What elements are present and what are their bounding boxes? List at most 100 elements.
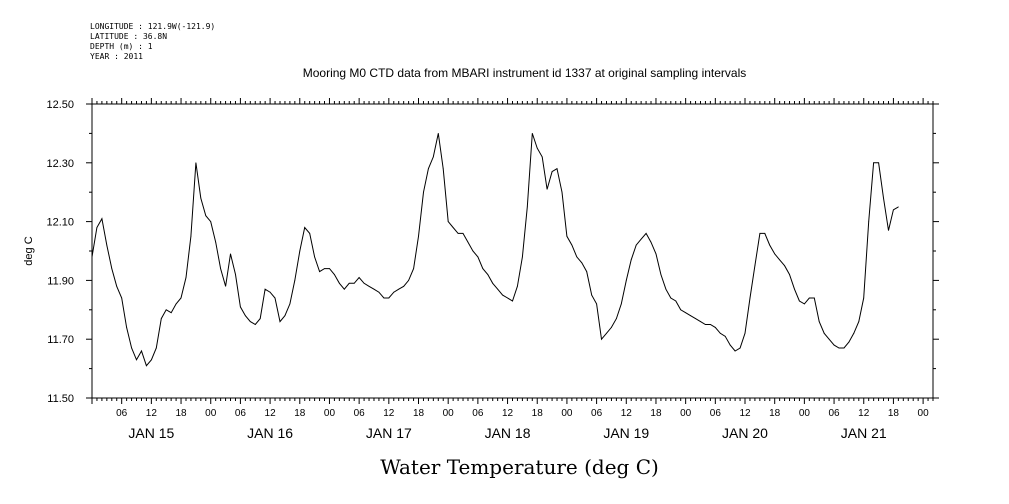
- data-point: [442, 168, 444, 170]
- data-point: [136, 359, 137, 361]
- data-point: [150, 359, 152, 361]
- x-day-label: JAN 15: [128, 425, 174, 441]
- data-point: [215, 241, 217, 243]
- data-point: [116, 285, 118, 287]
- data-point: [106, 244, 108, 246]
- data-point: [180, 297, 182, 299]
- depth-text: DEPTH (m) : 1: [90, 42, 153, 51]
- data-point: [299, 250, 301, 252]
- data-point: [655, 253, 657, 255]
- data-point: [650, 241, 652, 243]
- x-hour-label: 12: [739, 408, 751, 419]
- data-point: [606, 332, 607, 334]
- data-point: [561, 191, 563, 193]
- data-point: [210, 221, 212, 223]
- data-point: [353, 282, 355, 284]
- x-day-label: JAN 21: [841, 425, 887, 441]
- y-axis-title: deg C: [23, 236, 35, 265]
- data-point: [581, 262, 583, 264]
- data-point: [744, 332, 746, 334]
- data-point: [244, 315, 246, 317]
- data-point: [111, 268, 113, 270]
- data-point: [428, 168, 429, 170]
- data-point: [888, 230, 889, 231]
- data-point: [309, 232, 311, 234]
- data-point: [596, 303, 597, 305]
- data-point: [843, 347, 845, 349]
- x-hour-label: 00: [443, 408, 455, 419]
- data-point: [700, 321, 701, 322]
- data-point: [304, 227, 306, 228]
- x-hour-label: 12: [621, 408, 633, 419]
- data-point: [482, 268, 484, 270]
- x-hour-label: 06: [591, 408, 603, 419]
- data-point: [101, 218, 103, 220]
- data-point: [601, 338, 602, 340]
- data-point: [452, 227, 454, 228]
- data-point: [838, 347, 840, 349]
- data-point: [314, 256, 316, 258]
- data-point: [789, 274, 790, 275]
- x-hour-label: 00: [205, 408, 217, 419]
- data-point: [348, 282, 350, 284]
- x-hour-label: 06: [235, 408, 247, 419]
- data-point: [457, 232, 459, 234]
- data-point: [556, 168, 558, 170]
- data-point: [160, 318, 162, 320]
- x-day-label: JAN 18: [485, 425, 531, 441]
- data-point: [823, 332, 825, 334]
- x-hour-label: 00: [324, 408, 336, 419]
- data-point: [487, 274, 489, 275]
- x-hour-label: 18: [650, 408, 662, 419]
- data-point: [432, 156, 434, 158]
- data-point: [200, 197, 202, 199]
- data-point: [729, 344, 731, 346]
- data-point: [334, 274, 335, 275]
- data-point: [373, 288, 375, 290]
- data-point: [714, 327, 716, 328]
- data-point: [803, 303, 805, 305]
- data-point: [586, 271, 588, 272]
- data-point: [507, 297, 508, 299]
- data-point: [818, 321, 820, 322]
- data-point: [779, 259, 781, 261]
- data-point: [615, 318, 617, 320]
- data-point: [645, 232, 647, 234]
- data-point: [546, 188, 548, 190]
- data-point: [338, 282, 340, 284]
- data-point: [665, 288, 667, 290]
- data-point: [576, 256, 578, 258]
- data-point: [640, 238, 642, 240]
- data-point: [358, 277, 360, 278]
- data-point: [497, 288, 499, 290]
- data-point: [343, 288, 345, 290]
- data-point: [388, 297, 390, 299]
- data-point: [190, 235, 192, 237]
- data-point: [873, 162, 875, 164]
- data-point: [472, 250, 474, 252]
- data-point: [319, 271, 320, 272]
- data-point: [413, 268, 414, 270]
- x-hour-label: 06: [354, 408, 366, 419]
- data-point: [368, 285, 370, 287]
- data-point: [858, 321, 860, 322]
- data-point: [423, 191, 424, 193]
- data-point: [591, 294, 593, 296]
- data-point: [868, 221, 870, 223]
- data-point: [259, 318, 261, 320]
- plot-frame: [91, 103, 934, 399]
- data-point: [249, 321, 251, 322]
- data-point: [126, 327, 128, 328]
- data-point: [462, 232, 464, 234]
- data-point: [284, 315, 286, 317]
- data-point: [240, 306, 241, 308]
- data-point: [165, 309, 167, 311]
- data-point: [635, 244, 637, 246]
- data-point: [734, 350, 736, 352]
- data-point: [294, 280, 296, 281]
- data-point: [848, 341, 850, 343]
- y-tick-label: 12.30: [46, 158, 74, 170]
- data-point: [759, 232, 761, 234]
- data-point: [764, 232, 766, 234]
